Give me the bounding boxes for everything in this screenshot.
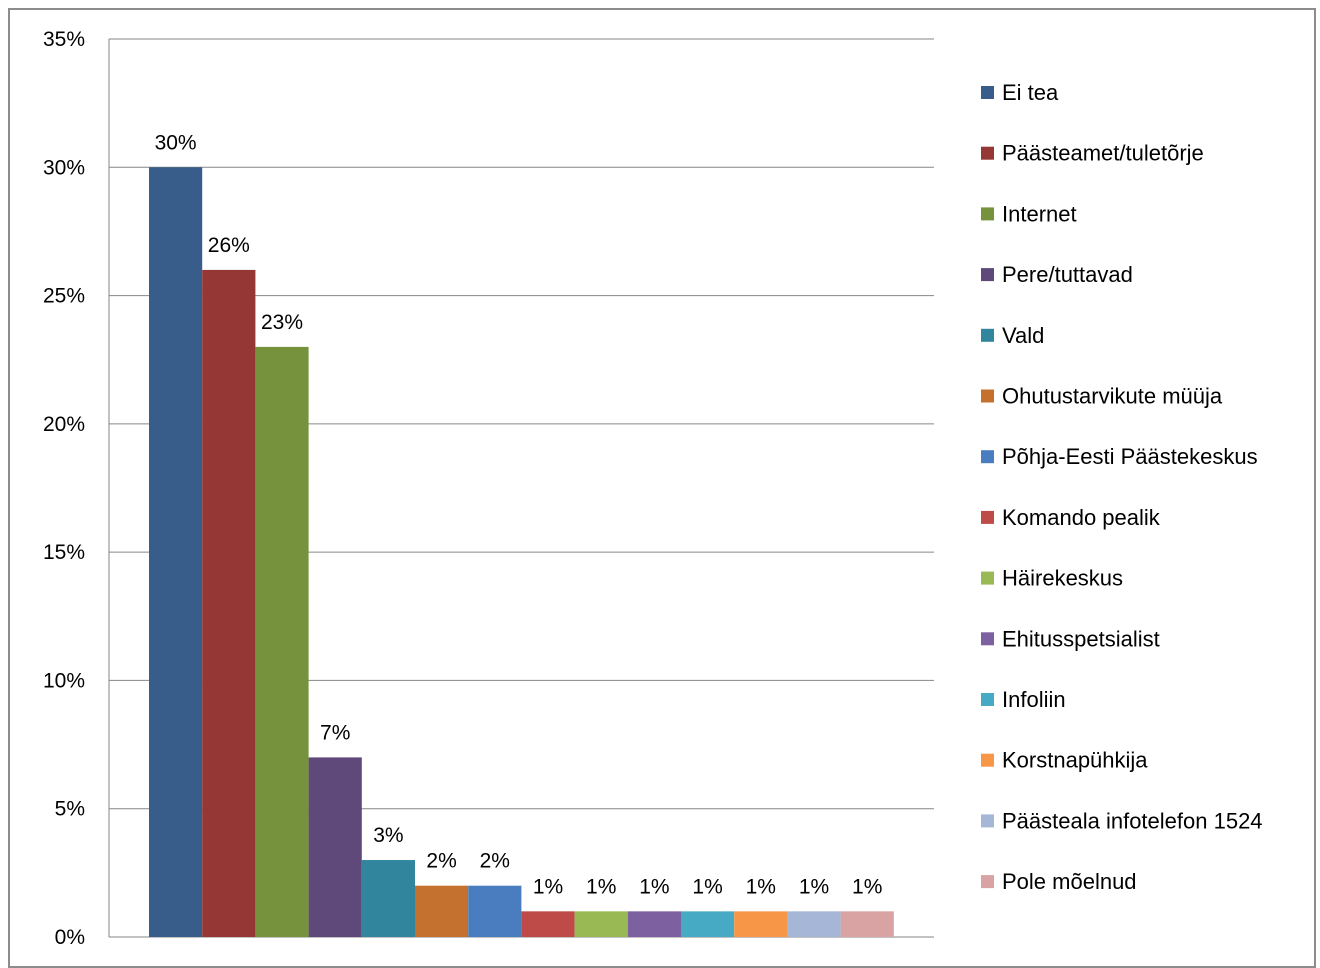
data-label: 7% [320, 721, 350, 744]
chart-frame: 0% 5% 10% 15% 20% 25% 30% 35% 30% 26% 23% 7% 3% 2% 2%… [8, 8, 1316, 968]
legend-swatch [981, 450, 994, 464]
legend-item: Infoliin [981, 687, 1066, 712]
legend-swatch [981, 86, 994, 99]
data-label: 3% [373, 824, 403, 847]
data-label: 1% [692, 875, 722, 898]
legend-label: Vald [1002, 323, 1044, 348]
y-tick-label: 20% [43, 413, 85, 436]
data-label: 23% [261, 311, 303, 334]
legend-item: Komando pealik [981, 505, 1161, 530]
data-label: 1% [852, 875, 882, 898]
bars [149, 167, 894, 938]
legend-swatch [981, 146, 994, 160]
data-label: 30% [155, 131, 197, 154]
legend-item: Päästeala infotelefon 1524 [981, 808, 1263, 833]
data-label: 1% [639, 875, 669, 898]
legend-label: Ohutustarvikute müüja [1002, 384, 1223, 409]
legend-item: Ohutustarvikute müüja [981, 384, 1223, 409]
legend-item: Internet [981, 201, 1077, 226]
y-tick-label: 15% [43, 541, 85, 564]
bar [202, 269, 256, 937]
legend-item: Ehitusspetsialist [981, 626, 1160, 651]
y-tick-label: 35% [43, 28, 85, 51]
y-tick-label: 5% [55, 798, 85, 821]
legend-swatch [981, 632, 994, 646]
legend: Ei tea Päästeamet/tuletõrje Internet Pere/t… [981, 80, 1263, 894]
legend-item: Ei tea [981, 80, 1059, 105]
legend-swatch [981, 510, 994, 524]
legend-label: Infoliin [1002, 687, 1066, 712]
bar [574, 911, 628, 937]
legend-swatch [981, 207, 994, 221]
bar-chart: 0% 5% 10% 15% 20% 25% 30% 35% 30% 26% 23% 7% 3% 2% 2%… [43, 28, 1263, 949]
bar [627, 911, 681, 937]
legend-swatch [981, 814, 994, 828]
data-label: 2% [426, 850, 456, 873]
bar [468, 885, 522, 937]
legend-label: Päästeala infotelefon 1524 [1002, 808, 1263, 833]
bar [149, 167, 203, 938]
legend-swatch [981, 268, 994, 282]
legend-item: Pere/tuttavad [981, 262, 1133, 287]
legend-swatch [981, 693, 994, 706]
y-tick-label: 30% [43, 156, 85, 179]
legend-label: Põhja-Eesti Päästekeskus [1002, 444, 1258, 469]
legend-item: Vald [981, 323, 1044, 348]
legend-item: Päästeamet/tuletõrje [981, 141, 1204, 166]
bar [521, 911, 575, 937]
data-label: 26% [208, 234, 250, 257]
y-tick-label: 25% [43, 285, 85, 308]
bar [415, 885, 469, 937]
bar [308, 757, 362, 937]
legend-label: Ehitusspetsialist [1002, 626, 1160, 651]
legend-label: Pole mõelnud [1002, 869, 1137, 894]
legend-label: Komando pealik [1002, 505, 1161, 530]
legend-label: Pere/tuttavad [1002, 262, 1133, 287]
legend-swatch [981, 571, 994, 585]
legend-label: Päästeamet/tuletõrje [1002, 141, 1204, 166]
data-label: 1% [799, 875, 829, 898]
bar [681, 911, 735, 937]
legend-label: Häirekeskus [1002, 566, 1123, 591]
y-tick-label: 0% [55, 926, 85, 949]
y-tick-label: 10% [43, 669, 85, 692]
bar [787, 911, 841, 937]
legend-item: Korstnapühkija [981, 748, 1148, 773]
legend-item: Pole mõelnud [981, 869, 1137, 894]
bar [840, 911, 894, 937]
data-label: 1% [746, 875, 776, 898]
data-label: 2% [480, 850, 510, 873]
legend-swatch [981, 753, 994, 767]
legend-item: Häirekeskus [981, 566, 1123, 591]
legend-label: Korstnapühkija [1002, 748, 1148, 773]
legend-swatch [981, 389, 994, 403]
legend-swatch [981, 328, 994, 342]
data-label: 1% [586, 875, 616, 898]
legend-label: Internet [1002, 201, 1077, 226]
legend-swatch [981, 875, 994, 889]
data-label: 1% [533, 875, 563, 898]
bar [255, 346, 309, 937]
bar [734, 911, 788, 937]
data-labels: 30% 26% 23% 7% 3% 2% 2% 1% 1% 1% 1% 1% 1% 1% [155, 131, 883, 898]
legend-label: Ei tea [1002, 80, 1059, 105]
bar [361, 860, 415, 937]
legend-item: Põhja-Eesti Päästekeskus [981, 444, 1258, 469]
